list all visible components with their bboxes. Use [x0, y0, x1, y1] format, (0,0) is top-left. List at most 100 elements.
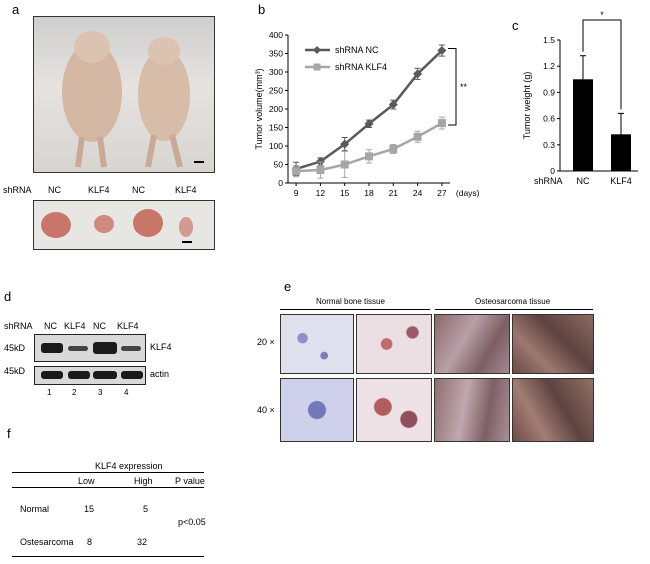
lane-number-2: 2 [72, 388, 77, 397]
c-significance-mark: * [600, 10, 604, 20]
mouse-label-3: NC [132, 185, 145, 195]
b-significance-mark: ** [460, 82, 468, 92]
klf4-band-1 [41, 343, 63, 353]
table-pvalue: p<0.05 [178, 517, 206, 527]
row-osteo-name: Ostesarcoma [20, 537, 74, 547]
actin-band-1 [41, 371, 63, 379]
osteo-20x-image-2 [512, 314, 594, 374]
col-low: Low [78, 476, 95, 486]
shrna-label-c: shRNA [534, 176, 563, 186]
tumor-photo [33, 200, 215, 250]
actin-band-3 [93, 371, 117, 379]
panel-b-label: b [258, 2, 266, 17]
mag-40-label: 40 × [257, 405, 275, 415]
c-bar-0 [573, 79, 593, 171]
c-category-label-1: KLF4 [610, 176, 632, 186]
b-y-tick-label: 50 [274, 160, 284, 170]
c-y-tick-label: 1.2 [543, 61, 555, 71]
mice-illustration [62, 31, 204, 168]
lane-number-1: 1 [47, 388, 52, 397]
b-y-tick-label: 350 [269, 49, 283, 59]
b-point-1 [437, 119, 446, 128]
b-point-1 [413, 132, 422, 141]
normal-20x-image-2 [356, 314, 432, 374]
b-point-1 [365, 152, 373, 161]
b-point-1 [292, 167, 301, 176]
b-point-0 [413, 69, 423, 79]
b-series-line-1 [296, 121, 443, 173]
lane-label-4: KLF4 [117, 321, 139, 331]
c-bar-1 [611, 134, 631, 171]
group-normal-label: Normal bone tissue [316, 297, 385, 306]
b-x-tick-label: 9 [294, 188, 299, 198]
col-high: High [134, 476, 153, 486]
col-pvalue: P value [175, 476, 205, 486]
c-y-tick-label: 0.3 [543, 140, 555, 150]
osteo-20x-image-1 [434, 314, 510, 374]
b-y-tick-label: 400 [269, 30, 283, 40]
panel-e-label: e [284, 279, 292, 294]
c-y-tick-label: 0.6 [543, 114, 555, 124]
normal-40x-image-1 [280, 378, 354, 442]
b-x-tick-label: 21 [389, 188, 399, 198]
b-x-tick-label: 15 [340, 188, 350, 198]
mouse-label-2: KLF4 [88, 185, 110, 195]
actin-blot [34, 366, 146, 385]
table-bottom-rule [12, 556, 204, 557]
panel-d-label: d [4, 289, 12, 304]
normal-20x-image-1 [280, 314, 354, 374]
b-y-tick-label: 300 [269, 67, 283, 77]
b-point-1 [316, 166, 325, 175]
table-header: KLF4 expression [95, 461, 163, 471]
b-x-axis-label: (days) [456, 188, 480, 198]
c-category-label-0: NC [577, 176, 590, 186]
panel-a-label: a [12, 2, 20, 17]
shrna-label-a: shRNA [3, 185, 32, 195]
marker-actin: 45kD [4, 366, 26, 376]
b-x-tick-label: 27 [437, 188, 447, 198]
row-normal-high: 5 [143, 504, 149, 514]
marker-klf4: 45kD [4, 343, 26, 353]
table-top-rule [12, 472, 204, 473]
b-point-0 [437, 46, 447, 56]
tumor-illustration [41, 209, 193, 243]
mouse-label-4: KLF4 [175, 185, 197, 195]
panel-c-label: c [512, 18, 519, 33]
b-point-1 [340, 160, 349, 169]
b-legend-marker-0 [313, 46, 321, 54]
row-normal-low: 15 [84, 504, 95, 514]
b-y-tick-label: 250 [269, 86, 283, 96]
row-normal-name: Normal [20, 504, 50, 514]
table-mid-rule [12, 487, 204, 488]
b-legend-label-1: shRNA KLF4 [335, 62, 387, 72]
b-y-tick-label: 150 [269, 123, 283, 133]
actin-band-4 [121, 371, 143, 379]
klf4-band-3 [93, 342, 117, 354]
mouse-label-1: NC [48, 185, 61, 195]
c-significance-bracket [582, 19, 622, 110]
lane-number-4: 4 [124, 388, 129, 397]
lane-label-2: KLF4 [64, 321, 86, 331]
c-y-axis-label: Tumor weight (g) [522, 72, 532, 140]
lane-label-3: NC [93, 321, 106, 331]
osteo-40x-image-1 [434, 378, 510, 442]
group-osteo-line [435, 309, 593, 310]
band-label-actin: actin [150, 369, 170, 379]
b-legend-marker-1 [313, 63, 321, 71]
b-x-tick-label: 24 [413, 188, 423, 198]
klf4-band-4 [121, 346, 141, 351]
lane-number-3: 3 [98, 388, 103, 397]
normal-40x-image-2 [356, 378, 432, 442]
actin-band-2 [68, 371, 90, 379]
panel-f-label: f [7, 426, 11, 441]
b-point-0 [340, 139, 350, 149]
tumor-weight-chart: 0 0.3 0.6 0.9 1.2 1.5 Tumor weight (g) NC KLF4 * [522, 10, 638, 186]
group-osteo-label: Osteosarcoma tissue [475, 297, 551, 306]
c-y-tick-label: 0 [550, 166, 555, 176]
b-y-tick-label: 200 [269, 104, 283, 114]
group-normal-line [280, 309, 430, 310]
mag-20-label: 20 × [257, 337, 275, 347]
b-legend-label-0: shRNA NC [335, 45, 379, 55]
mice-photo [33, 16, 215, 173]
band-label-klf4: KLF4 [150, 342, 172, 352]
